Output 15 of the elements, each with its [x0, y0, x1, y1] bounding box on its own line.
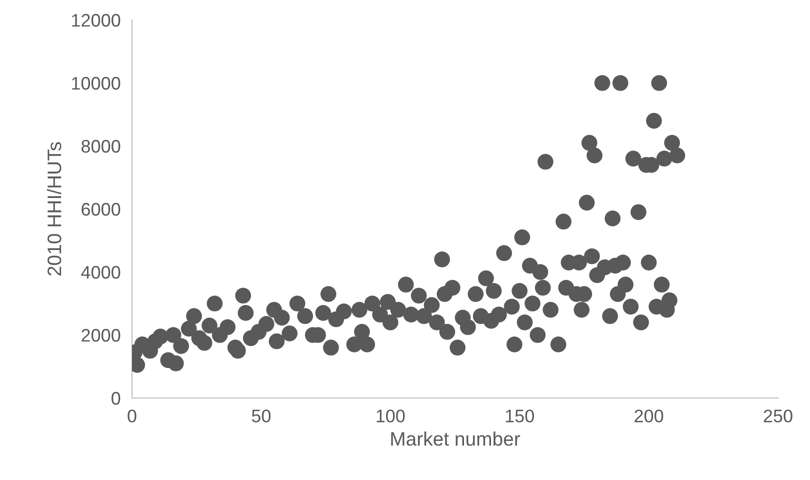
x-tick-label: 250 — [764, 410, 792, 422]
y-axis-title: 2010 HHI/HUTs — [47, 142, 62, 276]
x-tick-label: 0 — [128, 410, 136, 422]
y-tick-label: 6000 — [82, 202, 120, 216]
y-tick-label: 12000 — [72, 14, 120, 27]
y-tick-label: 10000 — [72, 76, 120, 90]
y-tick-label: 2000 — [82, 328, 120, 342]
x-tick-label: 200 — [634, 410, 664, 422]
y-tick-label: 4000 — [81, 266, 120, 279]
y-tick-label: 0 — [112, 392, 120, 405]
y-tick-label: 8000 — [82, 140, 120, 153]
x-tick-label: 100 — [376, 410, 405, 422]
x-axis-title: Market number — [391, 432, 520, 446]
x-tick-label: 150 — [506, 410, 534, 422]
x-tick-label: 50 — [252, 410, 271, 422]
